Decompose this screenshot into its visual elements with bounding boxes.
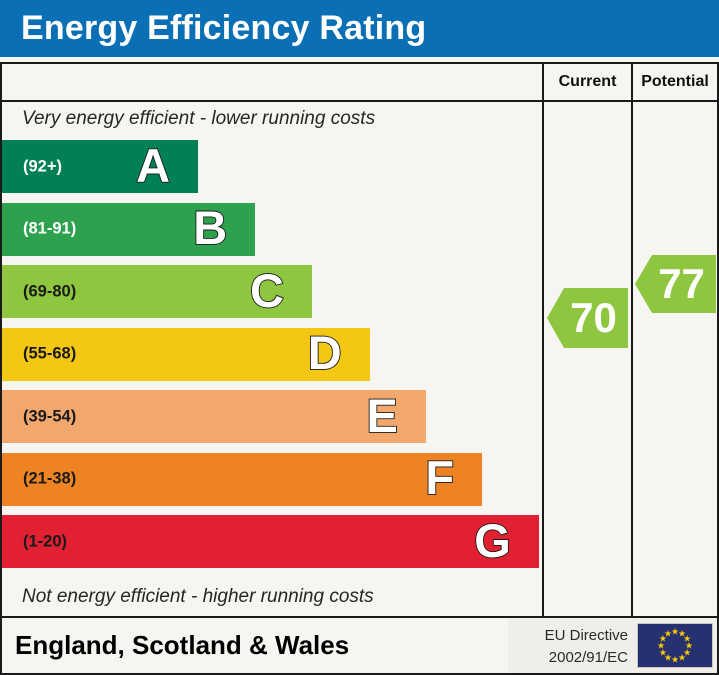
band-range-label: (21-38): [23, 469, 77, 488]
rating-table: Current Potential Very energy efficient …: [0, 62, 719, 675]
bottom-caption: Not energy efficient - higher running co…: [22, 586, 374, 607]
eu-star-icon: ★: [684, 640, 694, 650]
eu-flag-icon: ★ ★ ★ ★ ★ ★ ★ ★ ★ ★ ★ ★: [637, 623, 713, 668]
band-row-G: (1-20) G: [2, 512, 542, 578]
header-row-divider: [2, 100, 717, 102]
band-range-label: (55-68): [23, 344, 77, 363]
band-letter: G: [473, 512, 511, 567]
potential-rating-pointer: 77: [635, 255, 716, 313]
band-bar-A: (92+) A: [2, 137, 199, 193]
current-column-divider: [542, 64, 544, 616]
band-range-label: (1-20): [23, 532, 68, 550]
band-range-label: (39-54): [23, 407, 77, 425]
eu-star-icon: ★: [656, 640, 666, 650]
current-column-header: Current: [558, 73, 617, 90]
band-bar-B: (81-91) B: [2, 200, 256, 256]
eu-star-icon: ★: [683, 647, 692, 657]
band-letter: C: [249, 262, 285, 317]
band-row-E: (39-54) E: [2, 387, 542, 453]
band-row-C: (69-80) C: [2, 262, 542, 328]
potential-column-header: Potential: [641, 73, 709, 90]
band-row-A: (92+) A: [2, 137, 542, 203]
band-bar-G: (1-20) G: [2, 512, 539, 568]
eu-directive-line1: EU Directive: [544, 627, 628, 644]
band-range-label: (81-91): [23, 219, 77, 238]
current-rating-pointer: 70: [547, 288, 628, 348]
band-row-D: (55-68) D: [2, 325, 542, 391]
eu-star-icon: ★: [663, 652, 673, 663]
eu-directive-line2: 2002/91/EC: [548, 648, 628, 666]
eu-star-icon: ★: [670, 626, 680, 636]
eu-star-icon: ★: [677, 652, 687, 663]
region-label: England, Scotland & Wales: [15, 630, 350, 660]
band-bar-E: (39-54) E: [2, 387, 426, 443]
current-rating-value: 70: [570, 294, 617, 341]
rating-bands: (92+) A (81-91) B (69-80) C (55-68) D (39-54) E (2…: [2, 137, 542, 578]
title-bar: Energy Efficiency Rating: [0, 0, 719, 57]
top-caption: Very energy efficient - lower running co…: [22, 108, 376, 129]
eu-star-icon: ★: [663, 627, 673, 638]
eu-star-icon: ★: [670, 654, 680, 664]
band-bar-C: (69-80) C: [2, 262, 312, 318]
potential-column-divider: [631, 64, 633, 616]
eu-star-icon: ★: [658, 633, 667, 643]
eu-star-icon: ★: [658, 647, 667, 657]
band-letter: A: [135, 137, 171, 192]
band-bar-D: (55-68) D: [2, 325, 370, 381]
band-letter: D: [307, 325, 343, 380]
band-bar-F: (21-38) F: [2, 450, 483, 506]
eu-star-icon: ★: [677, 627, 687, 638]
band-letter: F: [424, 450, 455, 505]
band-row-F: (21-38) F: [2, 450, 542, 516]
band-letter: E: [366, 387, 399, 442]
band-row-B: (81-91) B: [2, 200, 542, 266]
eu-star-icon: ★: [683, 633, 692, 643]
page-title: Energy Efficiency Rating: [21, 9, 427, 47]
band-range-label: (69-80): [23, 282, 77, 300]
band-range-label: (92+): [23, 157, 62, 175]
band-letter: B: [192, 200, 228, 255]
footer-row-divider: [2, 616, 717, 618]
potential-rating-value: 77: [658, 260, 705, 307]
eu-directive-label: EU Directive 2002/91/EC: [508, 625, 628, 669]
